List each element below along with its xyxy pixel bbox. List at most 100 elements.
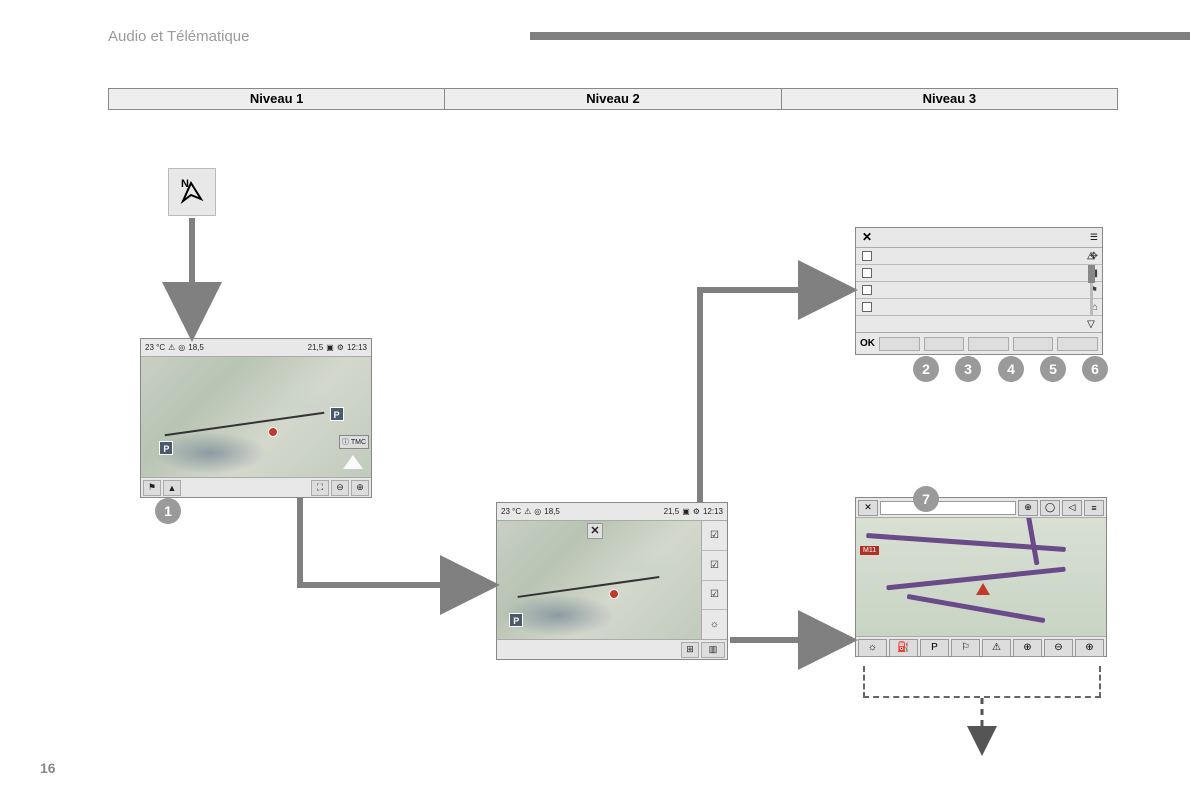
nav2-time: 12:13	[703, 507, 723, 516]
checkbox-icon	[862, 251, 872, 261]
callout-5: 5	[1040, 356, 1066, 382]
gear-icon: ⚙	[693, 507, 700, 516]
tmc-badge: ⓘ TMC	[339, 435, 369, 449]
nav-screen-level1: 23 °C ⚠ ◎ 18,5 21,5 ▣ ⚙ 12:13 P P ⓘ TMC …	[140, 338, 372, 498]
target-icon: ◎	[178, 343, 185, 352]
settings-row: ⚑	[856, 282, 1102, 299]
callout-7: 7	[913, 486, 939, 512]
nav2-val-a: 18,5	[544, 507, 560, 516]
nav1-map: P P ⓘ TMC	[141, 357, 371, 477]
check-icon: ☑	[702, 521, 727, 551]
close-icon: ✕	[860, 231, 874, 245]
add-icon: ⊕	[1013, 639, 1042, 657]
nav1-bottombar: ⚑ ▲ ⛶ ⊖ ⊕	[141, 477, 371, 497]
position-marker-icon	[268, 427, 278, 437]
globe-icon: ◯	[1040, 500, 1060, 516]
footer-tab	[879, 337, 920, 351]
nav1-temp: 23 °C	[145, 343, 165, 352]
nav2-temp: 23 °C	[501, 507, 521, 516]
warning-icon: ⚠	[982, 639, 1011, 657]
parking-icon: P	[509, 613, 523, 627]
menu-icon: ≡	[1084, 500, 1104, 516]
list-toggle-icon: ☰	[1090, 232, 1098, 243]
compass-icon: N	[168, 168, 216, 216]
road-badge: M11	[860, 546, 879, 555]
warning-icon: ⚠	[168, 343, 175, 352]
levels-row: Niveau 1 Niveau 2 Niveau 3	[108, 88, 1118, 110]
zoom-out-icon: ⊖	[1044, 639, 1073, 657]
settings-rows: ✥ ▮ ⚑ ⌂	[856, 248, 1102, 316]
nav2-sidebar: ☑ ☑ ☑ ☼	[701, 521, 727, 639]
zoom-out-icon: ⊖	[331, 480, 349, 496]
settings-row: ⌂	[856, 299, 1102, 316]
map-panel: ✕ ⊕ ◯ ◁ ≡ M11 ☼ ⛽ P ⚐ ⚠ ⊕ ⊖ ⊕	[855, 497, 1107, 657]
checkbox-icon	[862, 268, 872, 278]
settings-list-panel: ✕ ☰ ✥ ▮ ⚑ ⌂ △ ▽ OK	[855, 227, 1103, 355]
footer-tab	[968, 337, 1009, 351]
zoom-in-icon: ⊕	[351, 480, 369, 496]
nav1-val-a: 18,5	[188, 343, 204, 352]
nav2-statusbar: 23 °C ⚠ ◎ 18,5 21,5 ▣ ⚙ 12:13	[497, 503, 727, 521]
nav2-val-b: 21,5	[664, 507, 680, 516]
check-icon: ☑	[702, 551, 727, 581]
parking-icon: P	[330, 407, 344, 421]
callout-2: 2	[913, 356, 939, 382]
parking-icon: P	[920, 639, 949, 657]
map-bottombar: ☼ ⛽ P ⚐ ⚠ ⊕ ⊖ ⊕	[856, 636, 1106, 658]
level-3-header: Niveau 3	[782, 89, 1117, 109]
nav1-statusbar: 23 °C ⚠ ◎ 18,5 21,5 ▣ ⚙ 12:13	[141, 339, 371, 357]
own-position-icon	[976, 583, 990, 595]
checkbox-icon	[862, 285, 872, 295]
check-icon: ☑	[702, 581, 727, 611]
book-icon: ▥	[701, 642, 725, 658]
scrollbar: △ ▽	[1084, 250, 1098, 330]
scroll-down-icon: ▽	[1087, 319, 1095, 330]
footer-tab	[924, 337, 965, 351]
target-icon: ◎	[534, 507, 541, 516]
continuation-bracket	[863, 666, 1101, 698]
page-number: 16	[40, 760, 56, 776]
gear-icon: ⚙	[337, 343, 344, 352]
settings-row: ▮	[856, 265, 1102, 282]
camera-icon: ▣	[326, 343, 334, 352]
parking-icon: P	[159, 441, 173, 455]
settings-header: ✕ ☰	[856, 228, 1102, 248]
camera-icon: ▣	[682, 507, 690, 516]
level-1-header: Niveau 1	[109, 89, 445, 109]
settings-row: ✥	[856, 248, 1102, 265]
search-field	[880, 501, 1016, 515]
nav2-bottombar: ⊞ ▥	[497, 639, 727, 659]
section-title: Audio et Télématique	[108, 28, 249, 45]
fuel-icon: ⛽	[889, 639, 918, 657]
callout-6: 6	[1082, 356, 1108, 382]
callout-4: 4	[998, 356, 1024, 382]
close-icon: ✕	[587, 523, 603, 539]
map-topbar: ✕ ⊕ ◯ ◁ ≡	[856, 498, 1106, 518]
nav1-time: 12:13	[347, 343, 367, 352]
ok-label: OK	[860, 338, 875, 349]
warning-triangle-icon	[343, 455, 363, 469]
close-icon: ✕	[858, 500, 878, 516]
center-icon: ⊕	[1018, 500, 1038, 516]
brightness-icon: ☼	[702, 610, 727, 639]
level-2-header: Niveau 2	[445, 89, 781, 109]
callout-1: 1	[155, 498, 181, 524]
layers-icon: ⛶	[311, 480, 329, 496]
footer-tab	[1013, 337, 1054, 351]
apps-icon: ⊞	[681, 642, 699, 658]
zoom-in-icon: ⊕	[1075, 639, 1104, 657]
callout-3: 3	[955, 356, 981, 382]
poi-icon: ⚐	[951, 639, 980, 657]
footer-tab	[1057, 337, 1098, 351]
nav1-val-b: 21,5	[308, 343, 324, 352]
brightness-icon: ☼	[858, 639, 887, 657]
position-marker-icon	[609, 589, 619, 599]
map-body: M11	[856, 518, 1106, 636]
header-rule	[530, 32, 1190, 40]
nav-icon: ◁	[1062, 500, 1082, 516]
flag-icon: ⚑	[143, 480, 161, 496]
nav-screen-level2: 23 °C ⚠ ◎ 18,5 21,5 ▣ ⚙ 12:13 P ✕ ☑ ☑ ☑ …	[496, 502, 728, 660]
settings-footer: OK	[856, 332, 1102, 354]
scroll-up-icon: △	[1087, 250, 1095, 261]
arrow-up-icon: ▲	[163, 480, 181, 496]
